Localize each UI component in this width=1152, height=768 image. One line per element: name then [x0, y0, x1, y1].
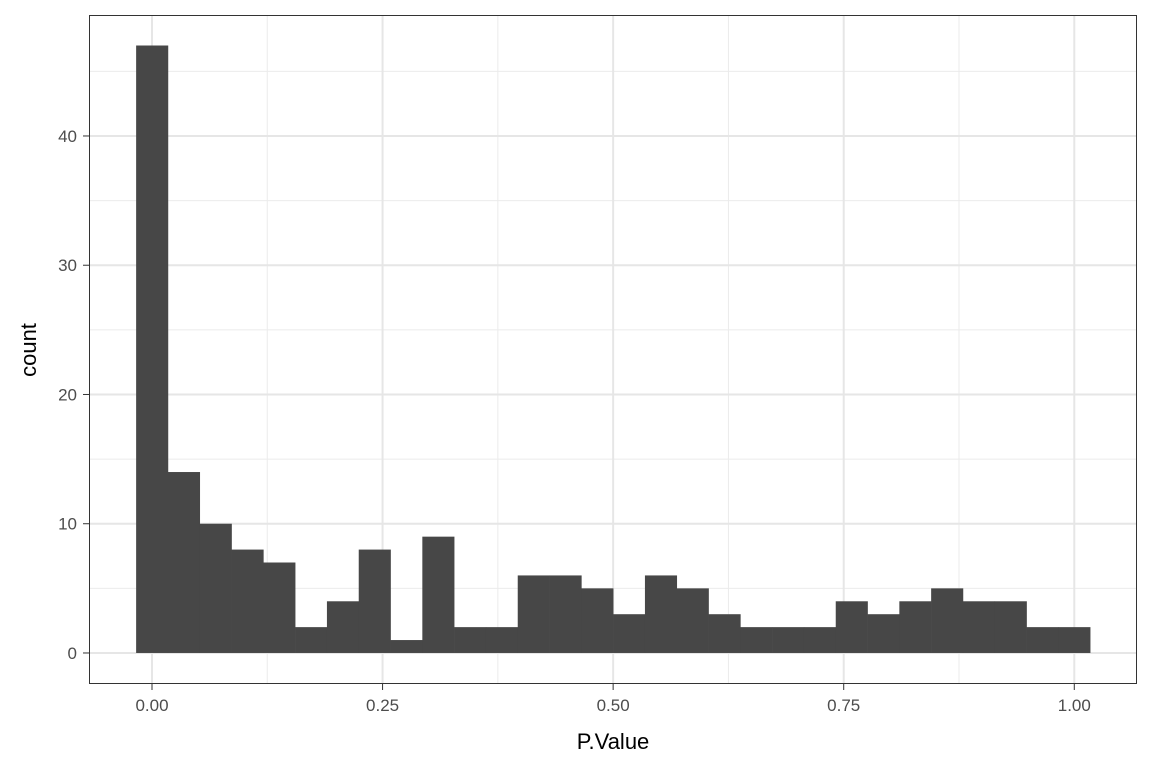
histogram-bar: [835, 601, 868, 653]
panel-border: [89, 15, 1137, 684]
histogram-bar: [390, 640, 423, 653]
y-tick-label: 20: [58, 385, 77, 404]
histogram-bar: [803, 627, 837, 653]
x-tick-label: 0.75: [827, 696, 860, 715]
histogram-bar: [422, 536, 455, 653]
y-tick-label: 10: [58, 515, 77, 534]
y-axis-title: count: [16, 323, 41, 377]
histogram-bar: [517, 575, 550, 653]
histogram-bar: [136, 45, 169, 653]
x-tick-label: 0.50: [597, 696, 630, 715]
histogram-bar: [581, 588, 614, 653]
histogram-bar: [899, 601, 932, 653]
histogram-bar: [708, 614, 741, 653]
histogram-bar: [1058, 627, 1091, 653]
histogram-bar: [644, 575, 678, 653]
histogram-bar: [485, 627, 519, 653]
bars: [136, 45, 1091, 653]
histogram-bar: [295, 627, 328, 653]
histogram-bar: [676, 588, 709, 653]
y-tick-label: 40: [58, 127, 77, 146]
x-tick-label: 0.25: [366, 696, 399, 715]
histogram-bar: [740, 627, 773, 653]
y-tick-label: 30: [58, 256, 77, 275]
histogram-bar: [263, 562, 296, 653]
x-tick-label: 1.00: [1058, 696, 1091, 715]
histogram-bar: [454, 627, 487, 653]
x-tick-label: 0.00: [135, 696, 168, 715]
histogram-bar: [772, 627, 805, 653]
histogram-bar: [326, 601, 360, 653]
histogram-bar: [549, 575, 582, 653]
histogram-bar: [199, 523, 232, 653]
x-axis: 0.00 0.25 0.50 0.75 1.00: [135, 684, 1091, 715]
histogram-bar: [358, 549, 391, 653]
histogram-bar: [613, 614, 646, 653]
histogram-bar: [867, 614, 900, 653]
histogram-bar: [962, 601, 996, 653]
y-axis: 0 10 20 30 40: [58, 127, 89, 663]
histogram-bar: [167, 472, 201, 653]
y-tick-label: 0: [68, 644, 77, 663]
histogram-bar: [931, 588, 964, 653]
histogram-bar: [231, 549, 264, 653]
histogram-bar: [1026, 627, 1059, 653]
histogram-bar: [994, 601, 1027, 653]
x-axis-title: P.Value: [577, 729, 650, 754]
